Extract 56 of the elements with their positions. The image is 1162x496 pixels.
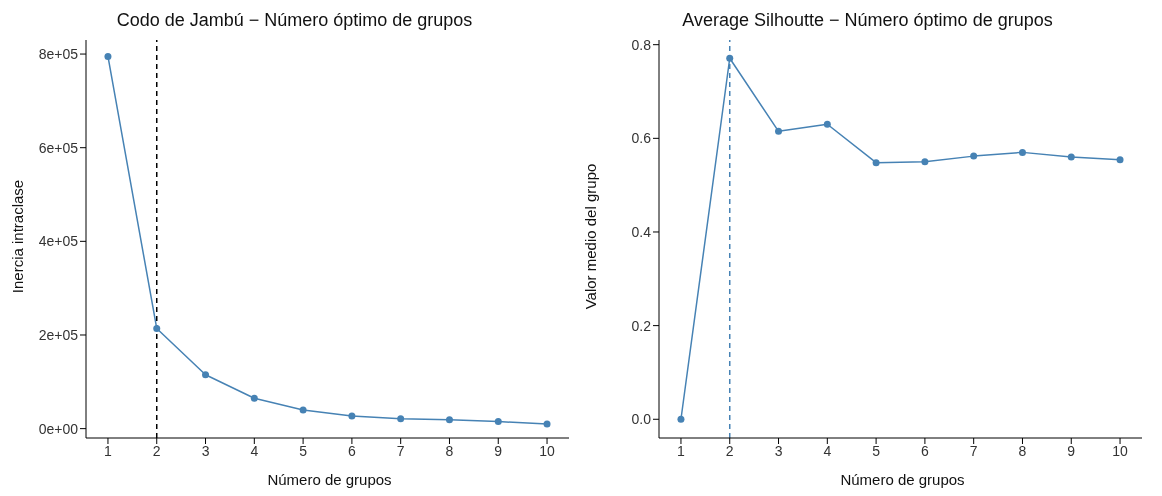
y-tick-label: 0.2: [631, 317, 652, 334]
y-tick-label: 0.8: [631, 36, 652, 53]
point: [677, 415, 685, 423]
y-tick-label: 8e+05: [38, 46, 79, 63]
x-tick-label: 10: [1112, 442, 1129, 459]
point: [1018, 148, 1026, 156]
y-tick-label: 0.0: [631, 411, 652, 428]
x-tick-label: 1: [677, 442, 686, 459]
x-tick-label: 3: [201, 442, 210, 459]
x-tick-label: 4: [250, 442, 259, 459]
point: [823, 120, 831, 128]
point: [299, 406, 307, 414]
x-tick-label: 2: [152, 442, 161, 459]
x-tick-label: 5: [299, 442, 308, 459]
x-tick-label: 1: [104, 442, 113, 459]
y-tick-label: 4e+05: [38, 233, 79, 250]
point: [970, 152, 978, 160]
point: [1067, 153, 1075, 161]
x-axis-title: Número de grupos: [266, 471, 393, 488]
point: [397, 415, 405, 423]
x-tick-label: 5: [872, 442, 881, 459]
point: [1116, 156, 1124, 164]
point: [202, 371, 210, 379]
point: [348, 412, 356, 420]
point: [104, 52, 112, 60]
point: [775, 127, 783, 135]
x-tick-label: 7: [396, 442, 405, 459]
y-tick-label: 2e+05: [38, 326, 79, 343]
x-tick-label: 6: [921, 442, 929, 459]
x-tick-label: 9: [1067, 442, 1076, 459]
point: [543, 420, 551, 428]
x-tick-label: 2: [725, 442, 734, 459]
y-tick-label: 0e+00: [38, 420, 79, 437]
chart-title: Codo de Jambú − Número óptimo de grupos: [115, 10, 474, 31]
y-tick-label: 0.6: [631, 130, 652, 147]
point: [445, 416, 453, 424]
y-axis-title: Valor medio del grupo: [582, 163, 600, 309]
point: [872, 159, 880, 167]
y-tick-label: 0.4: [631, 223, 652, 240]
x-tick-label: 6: [348, 442, 356, 459]
point: [153, 324, 161, 332]
x-tick-label: 8: [1018, 442, 1027, 459]
y-axis-title: Inercia intraclase: [9, 179, 27, 293]
y-tick-label: 6e+05: [38, 139, 79, 156]
point: [726, 54, 734, 62]
x-axis-title: Número de grupos: [839, 471, 966, 488]
x-tick-label: 3: [774, 442, 783, 459]
point: [921, 158, 929, 166]
point: [494, 418, 502, 426]
chart-title: Average Silhoutte − Número óptimo de grupos: [681, 10, 1054, 31]
x-tick-label: 4: [823, 442, 832, 459]
x-tick-label: 9: [494, 442, 503, 459]
x-tick-label: 10: [539, 442, 556, 459]
point: [250, 394, 258, 402]
x-tick-label: 7: [969, 442, 978, 459]
x-tick-label: 8: [445, 442, 454, 459]
